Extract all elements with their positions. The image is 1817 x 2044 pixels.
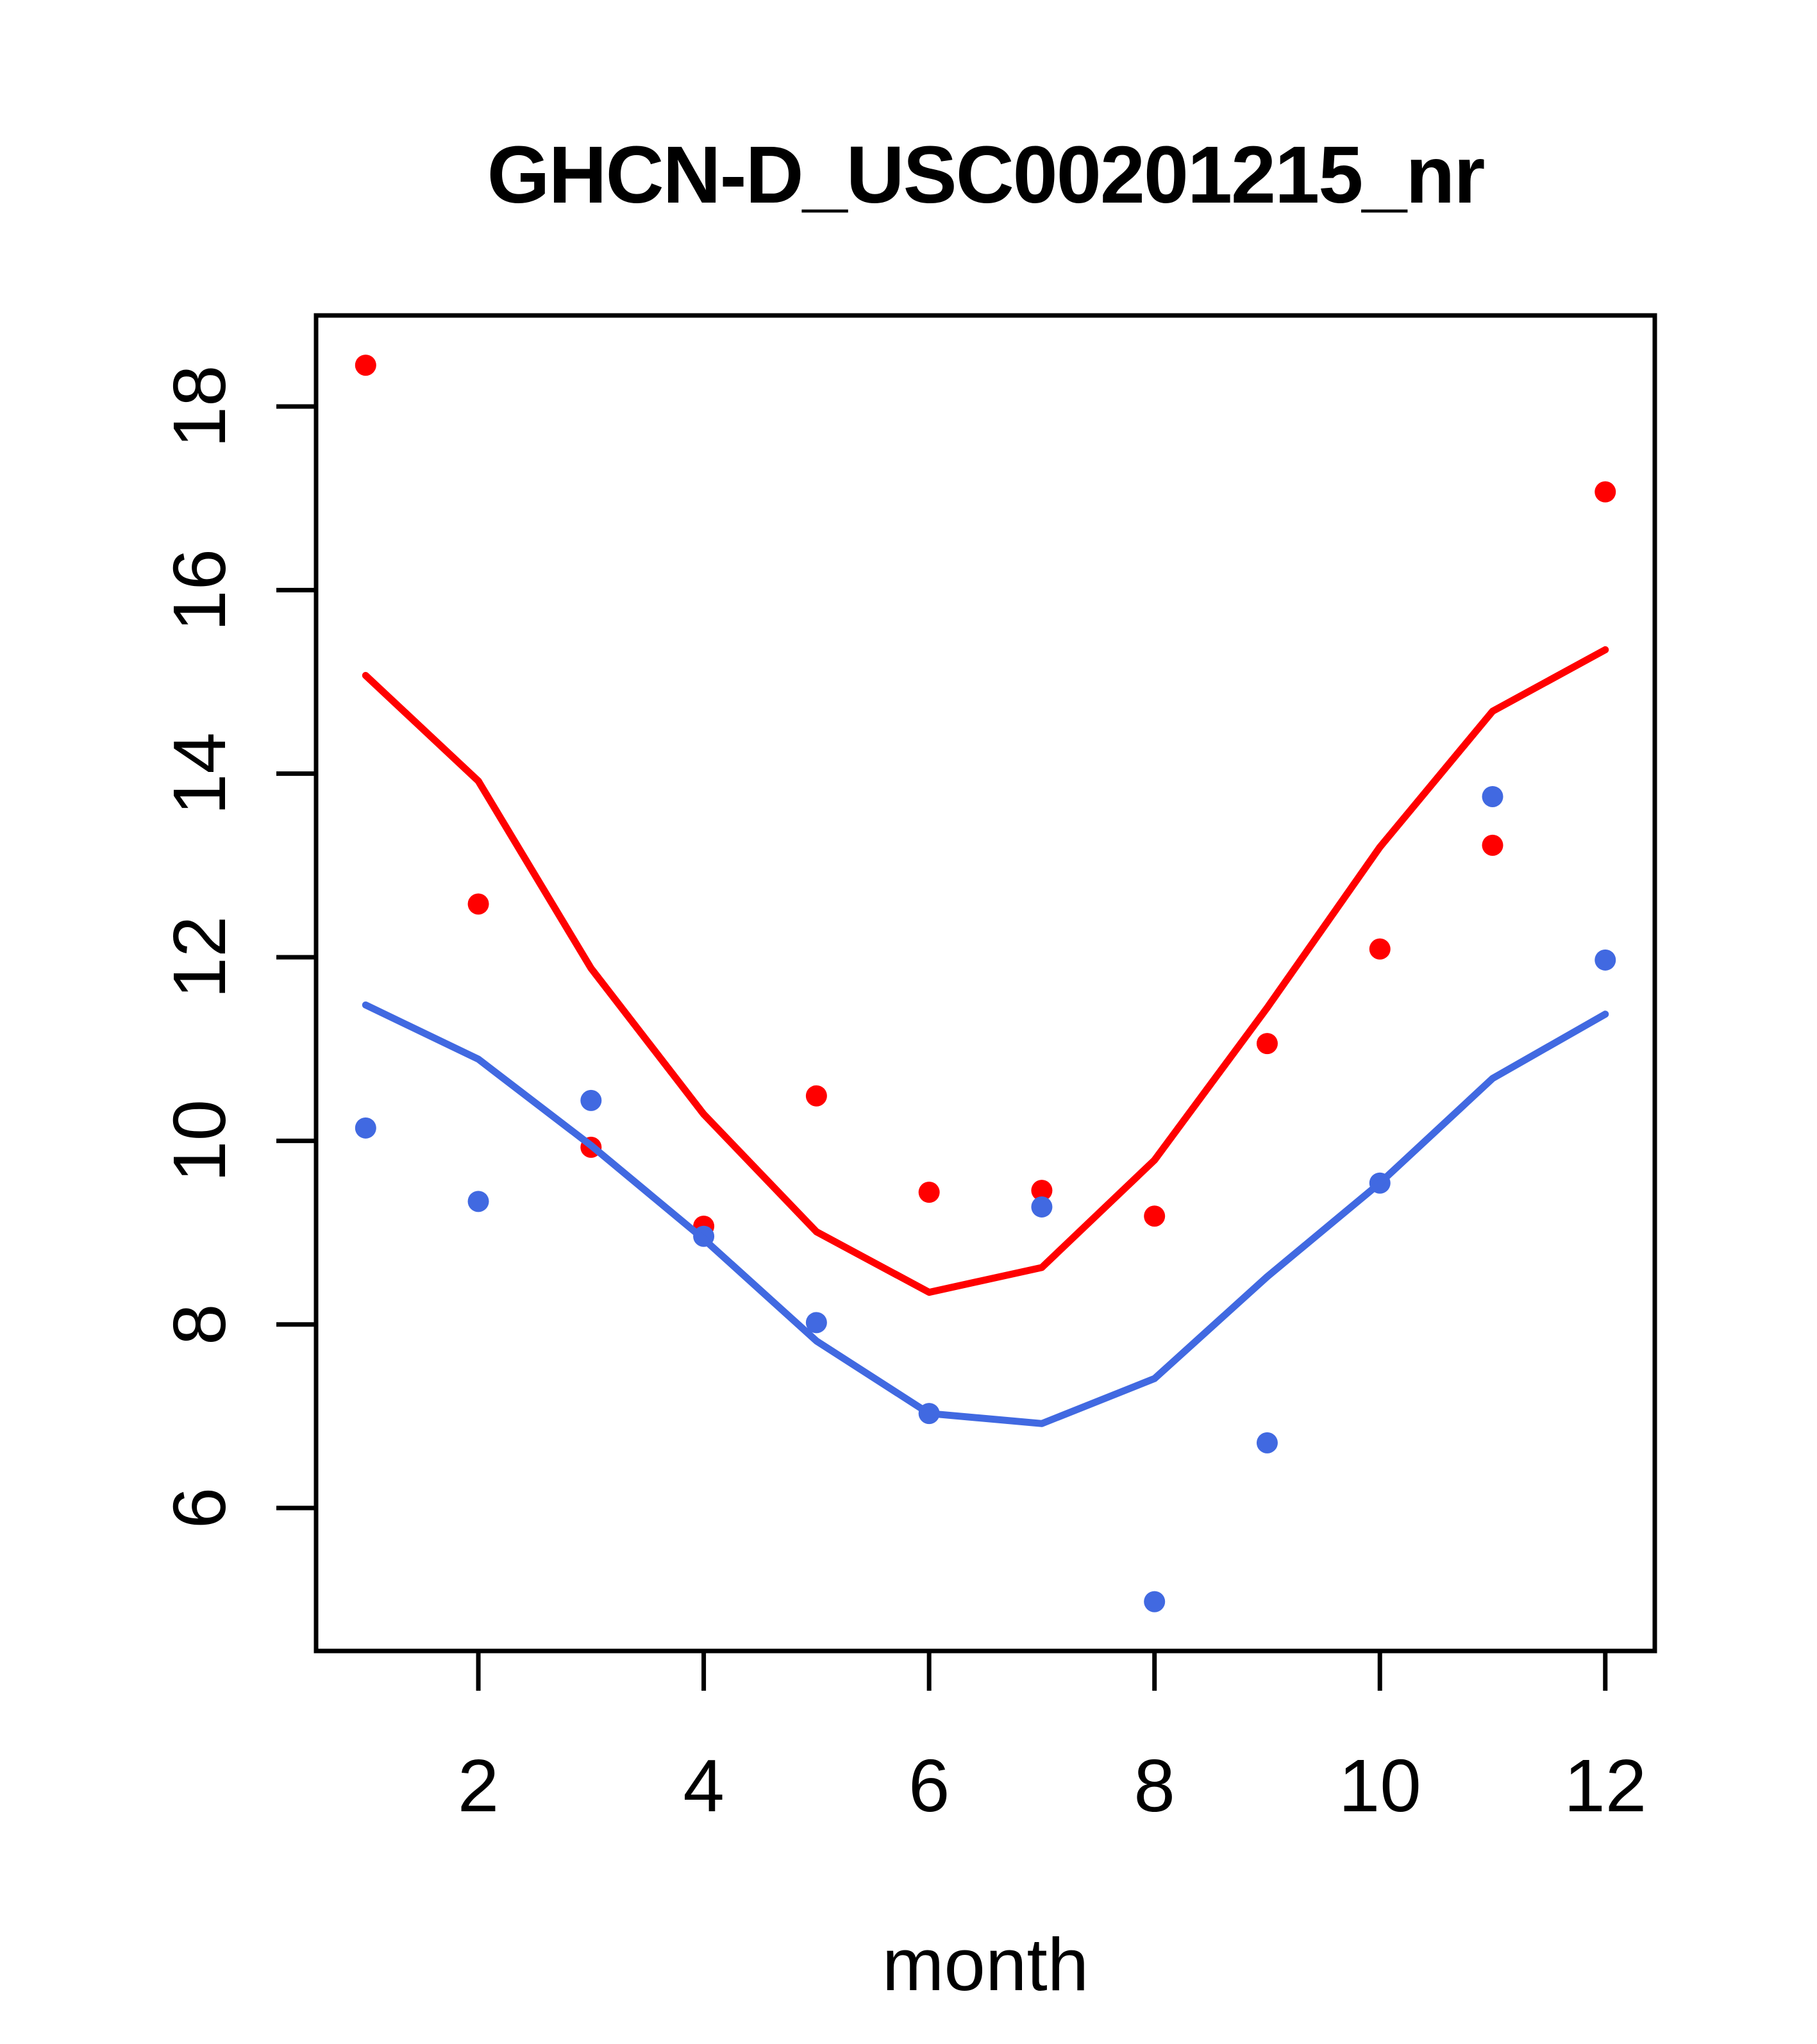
x-tick-label: 6	[908, 1744, 950, 1827]
x-tick-label: 4	[683, 1744, 724, 1827]
blue-line	[362, 1001, 1609, 1427]
y-tick-label: 6	[158, 1487, 241, 1529]
blue-points-point	[1256, 1432, 1278, 1453]
blue-points-point	[1482, 785, 1503, 807]
blue-points-point	[467, 1191, 489, 1212]
x-tick-label: 2	[458, 1744, 499, 1827]
red-points-point	[355, 355, 376, 376]
blue-points-point	[1031, 1196, 1053, 1218]
y-tick-label: 8	[158, 1303, 241, 1345]
red-points-point	[1595, 481, 1616, 503]
red-points-point	[467, 893, 489, 915]
y-tick-label: 16	[158, 549, 241, 632]
y-tick-label: 12	[158, 916, 241, 999]
red-points-point	[805, 1085, 827, 1107]
blue-points-point	[580, 1089, 602, 1111]
red-points-point	[1256, 1033, 1278, 1055]
x-tick-label: 10	[1339, 1744, 1421, 1827]
red-points-point	[1144, 1205, 1166, 1227]
red-points-point	[1369, 938, 1391, 960]
y-tick-label: 10	[158, 1100, 241, 1182]
red-line	[362, 646, 1609, 1296]
blue-points-point	[805, 1312, 827, 1334]
x-tick-label: 8	[1134, 1744, 1175, 1827]
x-axis-label: month	[882, 1923, 1089, 2006]
chart-title: GHCN-D_USC00201215_nr	[487, 130, 1486, 220]
x-tick-label: 12	[1564, 1744, 1646, 1827]
red-points-point	[1031, 1180, 1053, 1202]
y-tick-label: 18	[158, 365, 241, 448]
blue-points-point	[1144, 1591, 1166, 1613]
blue-points-point	[1595, 949, 1616, 971]
y-tick-label: 14	[158, 732, 241, 815]
red-points-point	[1482, 834, 1503, 856]
plot-box	[314, 313, 1657, 1654]
red-points-point	[918, 1182, 940, 1203]
blue-points-point	[355, 1117, 376, 1139]
